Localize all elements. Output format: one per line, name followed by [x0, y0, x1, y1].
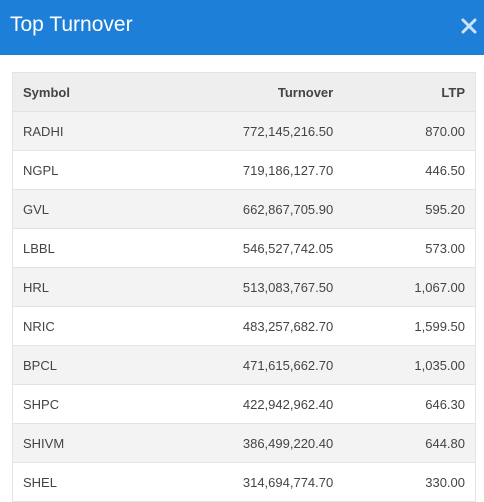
- table-cell: 1,599.50: [343, 306, 476, 346]
- table-row: SHEL 314,694,774.70 330.00: [12, 462, 476, 502]
- table-row: NRIC 483,257,682.70 1,599.50: [12, 306, 476, 346]
- table-row: SHPC 422,942,962.40 646.30: [12, 384, 476, 424]
- table-cell: SHEL: [12, 462, 138, 502]
- table-cell: 644.80: [343, 423, 476, 463]
- table-cell: 719,186,127.70: [137, 150, 344, 190]
- table-cell: SHIVM: [12, 423, 138, 463]
- table-row: SHIVM 386,499,220.40 644.80: [12, 423, 476, 463]
- header-row: Symbol Turnover LTP: [12, 72, 476, 112]
- modal-title: Top Turnover: [10, 13, 133, 36]
- table-cell: 546,527,742.05: [137, 228, 344, 268]
- table-cell: BPCL: [12, 345, 138, 385]
- table-cell: RADHI: [12, 111, 138, 151]
- table-row: LBBL 546,527,742.05 573.00: [12, 228, 476, 268]
- table-row: NGPL 719,186,127.70 446.50: [12, 150, 476, 190]
- table-cell: LBBL: [12, 228, 138, 268]
- table-cell: 573.00: [343, 228, 476, 268]
- table-cell: 772,145,216.50: [137, 111, 344, 151]
- table-cell: 446.50: [343, 150, 476, 190]
- table-row: GVL 662,867,705.90 595.20: [12, 189, 476, 229]
- table-cell: 646.30: [343, 384, 476, 424]
- table-cell: 595.20: [343, 189, 476, 229]
- table-cell: 422,942,962.40: [137, 384, 344, 424]
- table-cell: SHPC: [12, 384, 138, 424]
- table-cell: 471,615,662.70: [137, 345, 344, 385]
- table-container: Symbol Turnover LTP RADHI 772,145,216.50 870…: [12, 72, 476, 502]
- table-cell: NRIC: [12, 306, 138, 346]
- table-cell: 314,694,774.70: [137, 462, 344, 502]
- table-cell: HRL: [12, 267, 138, 307]
- table-row: BPCL 471,615,662.70 1,035.00: [12, 345, 476, 385]
- table-cell: 483,257,682.70: [137, 306, 344, 346]
- table-cell: NGPL: [12, 150, 138, 190]
- table-head: Symbol Turnover LTP: [12, 72, 476, 112]
- table-cell: GVL: [12, 189, 138, 229]
- table-cell: 1,067.00: [343, 267, 476, 307]
- column-header: Symbol: [12, 72, 138, 112]
- table-row: HRL 513,083,767.50 1,067.00: [12, 267, 476, 307]
- column-header: Turnover: [137, 72, 344, 112]
- modal-header: Top Turnover: [0, 0, 484, 55]
- table-cell: 513,083,767.50: [137, 267, 344, 307]
- table-row: RADHI 772,145,216.50 870.00: [12, 111, 476, 151]
- turnover-table: Symbol Turnover LTP RADHI 772,145,216.50 870…: [12, 72, 476, 502]
- table-cell: 386,499,220.40: [137, 423, 344, 463]
- close-icon: [461, 18, 477, 34]
- table-cell: 330.00: [343, 462, 476, 502]
- column-header: LTP: [343, 72, 476, 112]
- table-cell: 662,867,705.90: [137, 189, 344, 229]
- table-body: RADHI 772,145,216.50 870.00 NGPL 719,186,127…: [12, 111, 476, 502]
- table-cell: 870.00: [343, 111, 476, 151]
- table-cell: 1,035.00: [343, 345, 476, 385]
- close-button[interactable]: [461, 18, 477, 34]
